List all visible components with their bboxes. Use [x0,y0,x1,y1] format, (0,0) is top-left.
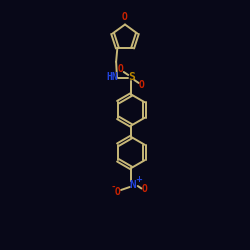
Text: HN: HN [106,72,118,83]
Text: O: O [122,12,128,22]
Text: +: + [135,175,142,184]
Text: O: O [142,184,148,194]
Text: -: - [112,183,116,192]
Text: N: N [130,180,136,190]
Text: O: O [139,80,145,90]
Text: O: O [118,64,124,74]
Text: S: S [128,72,134,83]
Text: O: O [114,187,120,197]
